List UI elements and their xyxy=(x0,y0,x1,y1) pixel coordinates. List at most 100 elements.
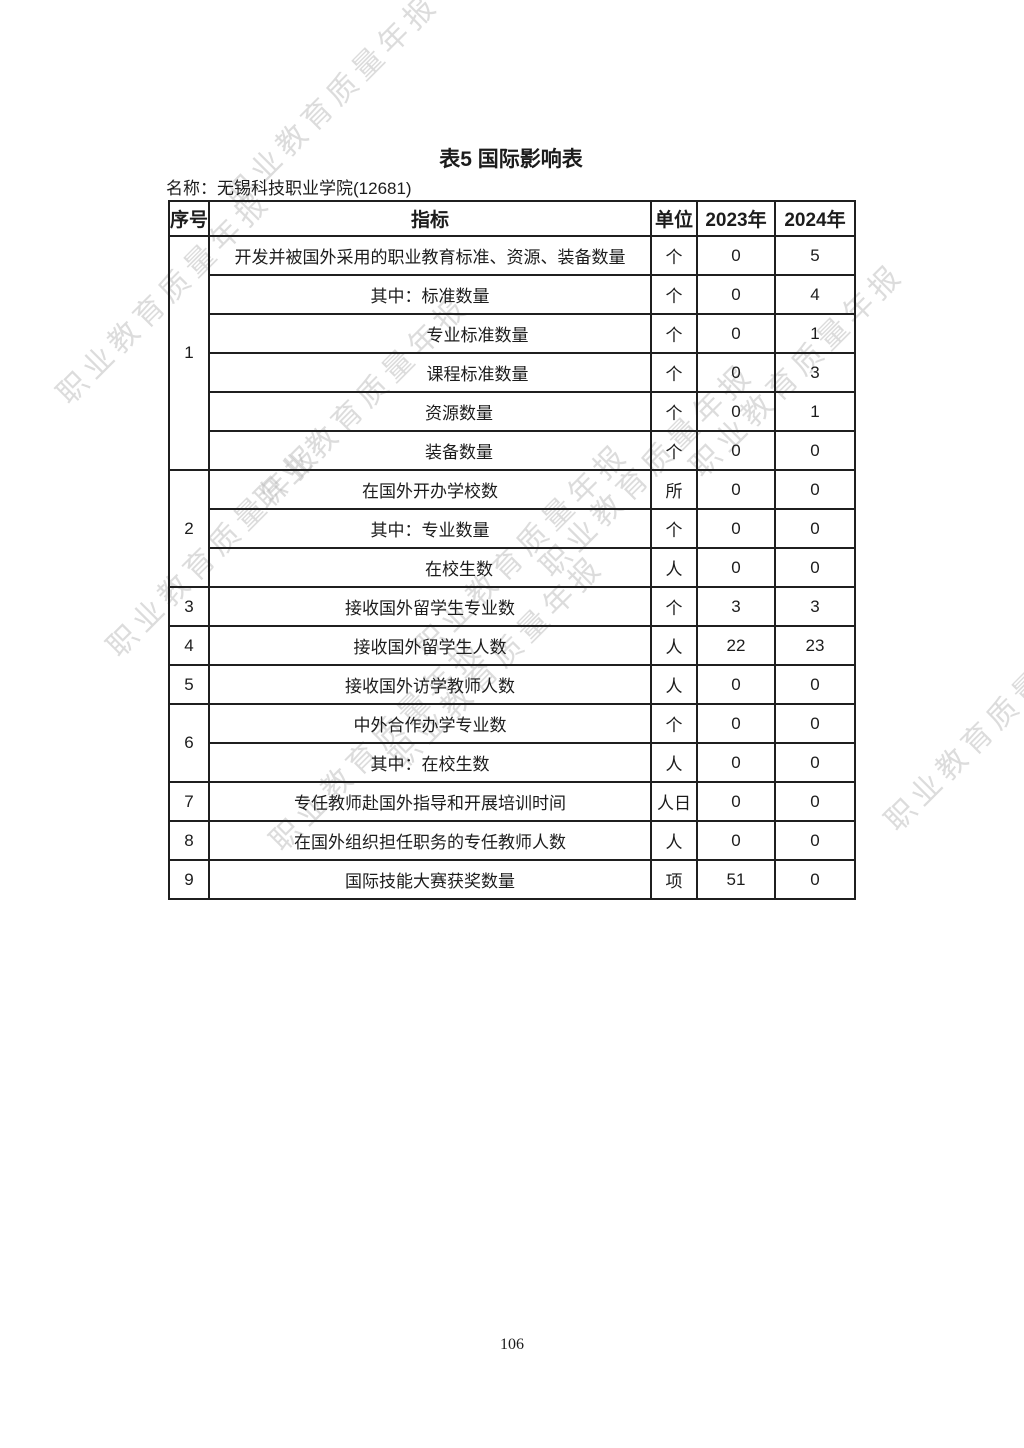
indicator-cell: 资源数量 xyxy=(208,391,652,432)
value-2024-cell: 0 xyxy=(774,547,856,588)
table-row: 5 接收国外访学教师人数人 0 0 xyxy=(168,664,856,705)
value-2023-cell: 0 xyxy=(696,352,776,393)
value-2023-cell: 0 xyxy=(696,274,776,315)
row-number-cell: 7 xyxy=(168,781,210,822)
table-row: 9 国际技能大赛获奖数量项 51 0 xyxy=(168,859,856,900)
institution-name-line: 名称：无锡科技职业学院(12681) xyxy=(166,179,412,198)
indicator-cell: 在国外开办学校数 xyxy=(208,469,652,510)
indicator-cell: 接收国外留学生人数 xyxy=(208,625,652,666)
unit-cell: 项 xyxy=(650,859,698,900)
value-2024-cell: 3 xyxy=(774,586,856,627)
value-2023-cell: 0 xyxy=(696,469,776,510)
unit-cell: 人 xyxy=(650,625,698,666)
row-number-cell: 3 xyxy=(168,586,210,627)
indicator-cell: 其中：专业数量 xyxy=(208,508,652,549)
row-number-cell: 6 xyxy=(168,703,210,783)
international-influence-table: 序号 指标 单位 2023年 2024年 1 开发并被国外采用的职业教育标准、资源… xyxy=(168,200,856,900)
unit-cell: 个 xyxy=(650,352,698,393)
header-2024: 2024年 xyxy=(774,200,856,237)
value-2023-cell: 0 xyxy=(696,781,776,822)
row-number-cell: 5 xyxy=(168,664,210,705)
indicator-cell: 在校生数 xyxy=(208,547,652,588)
value-2023-cell: 0 xyxy=(696,235,776,276)
table-row: 专业标准数量个 0 1 xyxy=(169,313,856,354)
row-number-cell: 1 xyxy=(168,235,210,471)
value-2024-cell: 0 xyxy=(774,664,856,705)
row-number-cell: 8 xyxy=(168,820,210,861)
page-number: 106 xyxy=(500,1336,524,1353)
indicator-cell: 装备数量 xyxy=(208,430,652,471)
value-2024-cell: 3 xyxy=(774,352,856,393)
value-2024-cell: 0 xyxy=(774,508,856,549)
indicator-cell: 开发并被国外采用的职业教育标准、资源、装备数量 xyxy=(208,235,652,276)
table-row: 其中：在校生数人 0 0 xyxy=(169,742,856,783)
table-body: 1 开发并被国外采用的职业教育标准、资源、装备数量个 0 5 其中：标准数量个 0 4 专业标… xyxy=(168,235,856,900)
value-2023-cell: 3 xyxy=(696,586,776,627)
value-2023-cell: 0 xyxy=(696,664,776,705)
value-2024-cell: 0 xyxy=(774,430,856,471)
value-2023-cell: 51 xyxy=(696,859,776,900)
indicator-cell: 其中：在校生数 xyxy=(208,742,652,783)
unit-cell: 个 xyxy=(650,508,698,549)
table-row: 在校生数人 0 0 xyxy=(169,547,856,588)
value-2023-cell: 0 xyxy=(696,703,776,744)
row-number-cell: 9 xyxy=(168,859,210,900)
table-header: 序号 指标 单位 2023年 2024年 xyxy=(168,200,856,237)
table-row: 其中：标准数量个 0 4 xyxy=(169,274,856,315)
value-2023-cell: 0 xyxy=(696,508,776,549)
unit-cell: 人 xyxy=(650,664,698,705)
indicator-cell: 在国外组织担任职务的专任教师人数 xyxy=(208,820,652,861)
unit-cell: 人日 xyxy=(650,781,698,822)
value-2023-cell: 0 xyxy=(696,820,776,861)
table-row: 资源数量个 0 1 xyxy=(169,391,856,432)
value-2024-cell: 1 xyxy=(774,313,856,354)
indicator-cell: 专任教师赴国外指导和开展培训时间 xyxy=(208,781,652,822)
row-number-cell: 2 xyxy=(168,469,210,588)
indicator-cell: 国际技能大赛获奖数量 xyxy=(208,859,652,900)
value-2024-cell: 5 xyxy=(774,235,856,276)
value-2024-cell: 0 xyxy=(774,469,856,510)
value-2024-cell: 0 xyxy=(774,742,856,783)
unit-cell: 个 xyxy=(650,586,698,627)
unit-cell: 个 xyxy=(650,313,698,354)
value-2023-cell: 0 xyxy=(696,391,776,432)
value-2024-cell: 0 xyxy=(774,703,856,744)
unit-cell: 个 xyxy=(650,430,698,471)
unit-cell: 人 xyxy=(650,742,698,783)
unit-cell: 人 xyxy=(650,820,698,861)
unit-cell: 个 xyxy=(650,274,698,315)
value-2024-cell: 23 xyxy=(774,625,856,666)
header-row: 序号 指标 单位 2023年 2024年 xyxy=(168,200,856,237)
table-row: 课程标准数量个 0 3 xyxy=(169,352,856,393)
table-title: 表5 国际影响表 xyxy=(439,148,583,171)
value-2024-cell: 0 xyxy=(774,820,856,861)
unit-cell: 个 xyxy=(650,235,698,276)
table-row: 8 在国外组织担任职务的专任教师人数人 0 0 xyxy=(168,820,856,861)
watermark-text: 职业教育质量年报 xyxy=(878,610,1024,838)
unit-cell: 人 xyxy=(650,547,698,588)
header-2023: 2023年 xyxy=(696,200,776,237)
value-2023-cell: 0 xyxy=(696,430,776,471)
table-row: 装备数量个 0 0 xyxy=(169,430,856,471)
header-seq: 序号 xyxy=(168,200,210,237)
table-row: 4 接收国外留学生人数人 22 23 xyxy=(168,625,856,666)
value-2024-cell: 1 xyxy=(774,391,856,432)
table-row: 1 开发并被国外采用的职业教育标准、资源、装备数量个 0 5 xyxy=(168,235,856,471)
indicator-cell: 中外合作办学专业数 xyxy=(208,703,652,744)
unit-cell: 个 xyxy=(650,703,698,744)
indicator-cell: 专业标准数量 xyxy=(208,313,652,354)
header-unit: 单位 xyxy=(650,200,698,237)
indicator-cell: 接收国外访学教师人数 xyxy=(208,664,652,705)
table-row: 2 在国外开办学校数所 0 0 xyxy=(168,469,856,588)
value-2023-cell: 22 xyxy=(696,625,776,666)
unit-cell: 所 xyxy=(650,469,698,510)
indicator-cell: 其中：标准数量 xyxy=(208,274,652,315)
table-row: 6 中外合作办学专业数个 0 0 xyxy=(168,703,856,783)
value-2024-cell: 0 xyxy=(774,781,856,822)
value-2023-cell: 0 xyxy=(696,313,776,354)
value-2024-cell: 0 xyxy=(774,859,856,900)
indicator-cell: 课程标准数量 xyxy=(208,352,652,393)
table-row: 7 专任教师赴国外指导和开展培训时间 人日 0 0 xyxy=(168,781,856,822)
unit-cell: 个 xyxy=(650,391,698,432)
